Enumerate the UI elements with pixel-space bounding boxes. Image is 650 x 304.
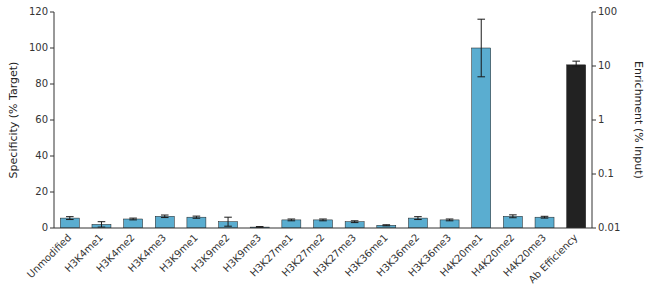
y2-tick-label: 100 bbox=[598, 6, 617, 17]
x-tick-label: Ab Efficiency bbox=[526, 232, 579, 285]
y2-tick bbox=[592, 12, 596, 13]
chart: 0204060801001200.010.1110100UnmodifiedH3… bbox=[0, 0, 650, 304]
y-tick bbox=[50, 120, 54, 121]
error-bar bbox=[256, 227, 264, 228]
y-tick-label: 100 bbox=[29, 42, 48, 53]
plot-area bbox=[60, 19, 585, 228]
y-tick-label: 120 bbox=[29, 6, 48, 17]
y2-tick bbox=[592, 66, 596, 67]
y2-tick-label: 0.1 bbox=[598, 168, 614, 179]
error-bar bbox=[98, 222, 106, 227]
y-tick bbox=[50, 12, 54, 13]
y-tick-label: 40 bbox=[35, 150, 48, 161]
error-bar bbox=[351, 221, 359, 223]
error-bar bbox=[288, 219, 296, 221]
error-bar bbox=[224, 217, 232, 226]
bar bbox=[282, 220, 301, 228]
y2-axis-label: Enrichment (% Input) bbox=[632, 61, 645, 179]
error-bar bbox=[446, 219, 454, 221]
error-bar bbox=[382, 225, 390, 226]
y2-tick-label: 0.01 bbox=[598, 222, 620, 233]
x-axis-line bbox=[54, 228, 592, 229]
y-tick-label: 20 bbox=[35, 186, 48, 197]
x-tick-label: Unmodified bbox=[25, 232, 73, 280]
y-tick bbox=[50, 84, 54, 85]
y-tick bbox=[50, 48, 54, 49]
y2-tick-label: 10 bbox=[598, 60, 611, 71]
bar bbox=[345, 222, 364, 228]
bar bbox=[440, 220, 459, 228]
y2-tick bbox=[592, 174, 596, 175]
error-bar bbox=[572, 61, 580, 67]
error-bar bbox=[161, 215, 169, 218]
error-bar bbox=[66, 217, 74, 220]
error-bar bbox=[477, 19, 485, 77]
y2-tick bbox=[592, 120, 596, 121]
y-tick-label: 80 bbox=[35, 78, 48, 89]
bar bbox=[124, 219, 143, 228]
y2-tick-label: 1 bbox=[598, 114, 604, 125]
bar bbox=[187, 217, 206, 228]
error-bar bbox=[193, 216, 201, 218]
y-axis-label: Specificity (% Target) bbox=[7, 62, 20, 179]
error-bar bbox=[541, 216, 549, 218]
bar bbox=[567, 65, 586, 228]
error-bar bbox=[319, 219, 327, 221]
y-tick bbox=[50, 192, 54, 193]
bar bbox=[314, 220, 333, 228]
y-tick-label: 60 bbox=[35, 114, 48, 125]
y-tick-label: 0 bbox=[42, 222, 48, 233]
y2-tick bbox=[592, 228, 596, 229]
error-bar bbox=[509, 215, 517, 218]
y-tick bbox=[50, 228, 54, 229]
error-bar bbox=[129, 218, 137, 220]
y-tick bbox=[50, 156, 54, 157]
bar bbox=[535, 217, 554, 228]
error-bar bbox=[414, 217, 422, 220]
